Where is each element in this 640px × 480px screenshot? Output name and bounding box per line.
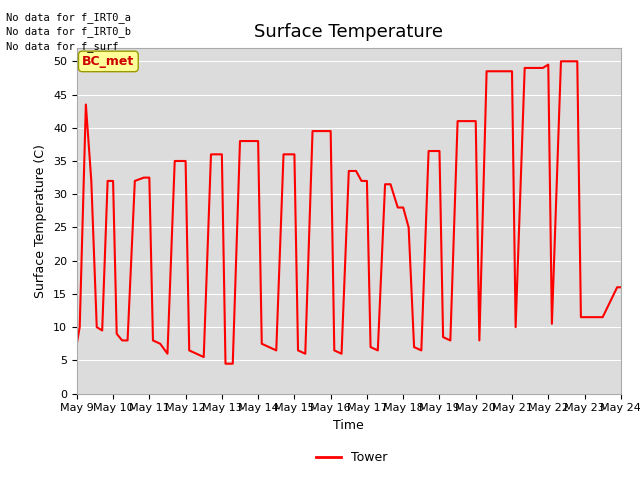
Legend: Tower: Tower — [311, 446, 393, 469]
Text: BC_met: BC_met — [82, 55, 134, 68]
Title: Surface Temperature: Surface Temperature — [254, 23, 444, 41]
X-axis label: Time: Time — [333, 419, 364, 432]
Y-axis label: Surface Temperature (C): Surface Temperature (C) — [35, 144, 47, 298]
Text: No data for f_surf: No data for f_surf — [6, 41, 119, 52]
Text: No data for f_IRT0_b: No data for f_IRT0_b — [6, 26, 131, 37]
Text: No data for f_IRT0_a: No data for f_IRT0_a — [6, 12, 131, 23]
